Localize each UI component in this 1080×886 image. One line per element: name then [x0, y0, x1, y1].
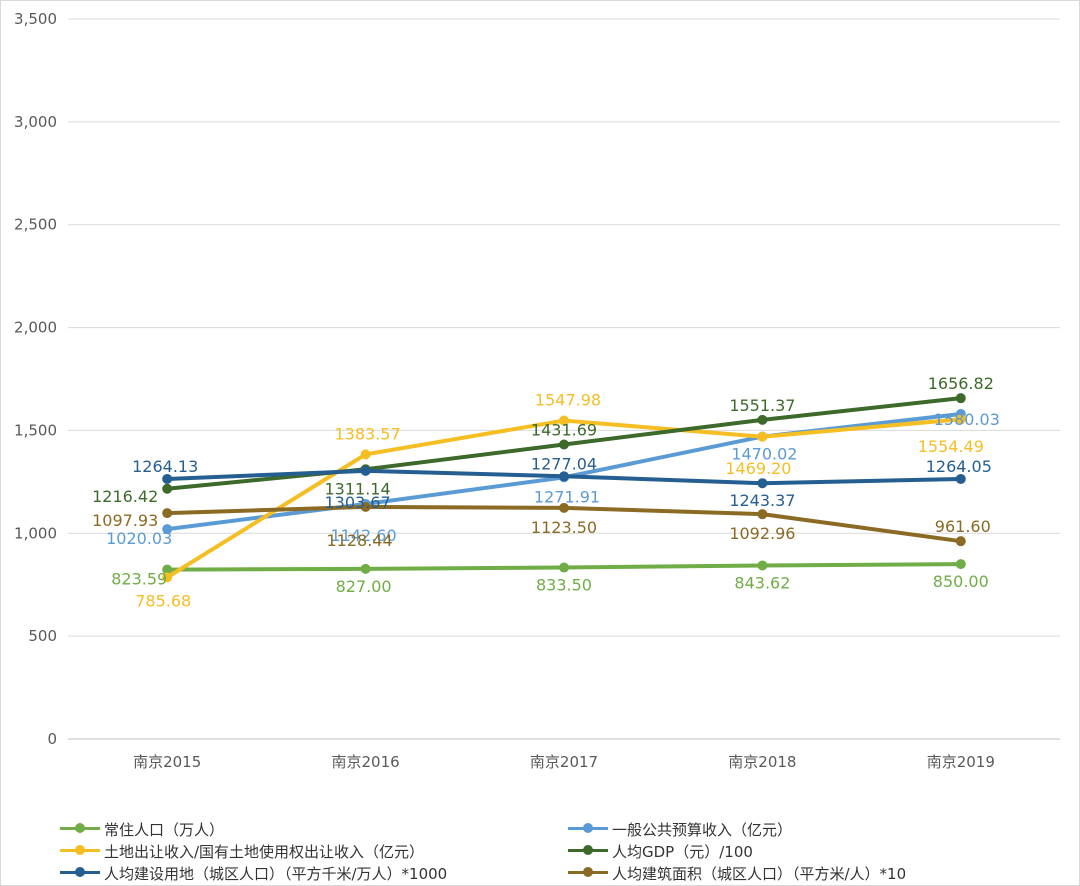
data-point: [360, 563, 371, 574]
legend-label: 人均建筑面积（城区人口）（平方米/人）*10: [612, 864, 907, 883]
x-tick-label: 南京2015: [133, 753, 201, 771]
gridlines: [68, 18, 1060, 740]
x-tick-label: 南京2016: [332, 753, 400, 771]
legend-item: 土地出让收入/国有土地使用权出让收入（亿元）: [60, 840, 424, 862]
legend-marker: [60, 818, 100, 840]
data-label: 843.62: [734, 573, 790, 592]
y-tick-label: 3,000: [14, 113, 57, 131]
y-tick-label: 2,000: [14, 319, 57, 337]
data-point: [757, 431, 768, 442]
data-point: [559, 502, 569, 513]
data-point: [360, 501, 371, 512]
data-point: [955, 414, 966, 425]
legend: 常住人口（万人） 一般公共预算收入（亿元） 土地出让收入/国有土地使用权出让收入（亿…: [60, 818, 1060, 884]
data-label: 827.00: [336, 577, 392, 596]
legend-item: 人均建筑面积（城区人口）（平方米/人）*10: [568, 862, 906, 884]
line-chart: 0 500 1,000 1,500 2,000 2,500 3,000 3,500 南京201…: [14, 10, 1060, 771]
legend-item: 人均GDP（元）/100: [568, 840, 753, 862]
legend-label: 人均建设用地（城区人口）（平方千米/万人）*1000: [104, 864, 448, 883]
data-point: [559, 471, 569, 482]
legend-label: 常住人口（万人）: [104, 820, 225, 839]
data-point: [162, 508, 173, 519]
data-point: [559, 562, 569, 573]
y-tick-label: 2,500: [14, 216, 57, 234]
legend-marker: [568, 840, 608, 862]
data-point: [757, 414, 768, 425]
data-labels: 823.59 827.00 833.50 843.62 850.00 1020.03 114…: [92, 374, 1000, 610]
data-point: [162, 483, 173, 494]
data-label: 1656.82: [928, 374, 994, 393]
data-point: [360, 449, 371, 460]
data-point: [162, 572, 173, 583]
legend-marker: [60, 840, 100, 862]
x-tick-label: 南京2019: [927, 753, 995, 771]
series-5: [162, 501, 966, 547]
legend-label: 一般公共预算收入（亿元）: [612, 820, 793, 839]
data-label: 1469.20: [725, 459, 791, 478]
data-label: 1128.44: [327, 531, 393, 550]
data-label: 1303.67: [325, 493, 391, 512]
data-label: 1554.49: [918, 437, 984, 456]
data-label: 1264.13: [132, 457, 198, 476]
data-label: 1311.14: [325, 479, 391, 498]
data-point: [162, 564, 173, 575]
data-label: 1097.93: [92, 511, 158, 530]
series-4: [162, 465, 966, 489]
legend-marker: [60, 862, 100, 884]
data-label: 850.00: [933, 572, 989, 591]
y-tick-label: 500: [28, 627, 57, 645]
legend-item: 常住人口（万人）: [60, 818, 224, 840]
series-0: [162, 559, 966, 575]
data-label: 823.59: [111, 570, 167, 589]
data-label: 1383.57: [335, 424, 401, 443]
x-tick-label: 南京2017: [530, 753, 598, 771]
legend-item: 人均建设用地（城区人口）（平方千米/万人）*1000: [60, 862, 447, 884]
data-point: [360, 465, 371, 476]
data-label: 1243.37: [729, 491, 795, 510]
data-label: 1123.50: [531, 518, 597, 537]
data-point: [757, 560, 768, 571]
data-label: 1264.05: [926, 457, 992, 476]
data-point: [559, 415, 569, 426]
data-point: [162, 524, 173, 535]
series-2: [162, 414, 966, 583]
data-point: [757, 478, 768, 489]
data-label: 1551.37: [729, 396, 795, 415]
data-label: 785.68: [135, 591, 191, 610]
series-layer: [162, 393, 966, 583]
data-label: 833.50: [536, 576, 592, 595]
data-label: 1142.60: [331, 526, 397, 545]
data-label: 1580.03: [934, 410, 1000, 429]
series-3: [162, 393, 966, 494]
data-label: 1020.03: [106, 529, 172, 548]
data-point: [955, 559, 966, 570]
data-point: [162, 473, 173, 484]
data-point: [955, 393, 966, 404]
data-point: [559, 439, 569, 450]
data-point: [757, 509, 768, 520]
data-label: 1277.04: [531, 454, 597, 473]
y-axis-ticks: 0 500 1,000 1,500 2,000 2,500 3,000 3,500: [14, 10, 57, 748]
data-label: 1092.96: [729, 524, 795, 543]
data-label: 1216.42: [92, 487, 158, 506]
y-tick-label: 1,000: [14, 524, 57, 542]
legend-marker: [568, 818, 608, 840]
y-tick-label: 0: [47, 730, 57, 748]
legend-marker: [568, 862, 608, 884]
data-label: 1431.69: [531, 420, 597, 439]
data-label: 1547.98: [535, 391, 601, 410]
x-tick-label: 南京2018: [728, 753, 796, 771]
y-tick-label: 3,500: [14, 10, 57, 28]
legend-item: 一般公共预算收入（亿元）: [568, 818, 792, 840]
data-point: [955, 536, 966, 547]
x-axis-ticks: 南京2015 南京2016 南京2017 南京2018 南京2019: [133, 753, 995, 771]
data-label: 961.60: [935, 517, 991, 536]
legend-label: 人均GDP（元）/100: [612, 842, 753, 861]
data-label: 1271.91: [534, 487, 600, 506]
y-tick-label: 1,500: [14, 421, 57, 439]
data-point: [955, 473, 966, 484]
legend-label: 土地出让收入/国有土地使用权出让收入（亿元）: [104, 842, 425, 861]
data-label: 1470.02: [731, 445, 797, 464]
